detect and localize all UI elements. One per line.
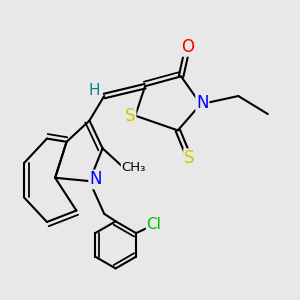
Text: H: H [88, 82, 100, 98]
Text: CH₃: CH₃ [122, 161, 146, 175]
Text: N: N [89, 170, 102, 188]
Text: Cl: Cl [147, 218, 161, 232]
Text: N: N [196, 94, 208, 112]
Text: S: S [184, 149, 194, 167]
Text: S: S [125, 106, 136, 124]
Text: O: O [181, 38, 194, 56]
